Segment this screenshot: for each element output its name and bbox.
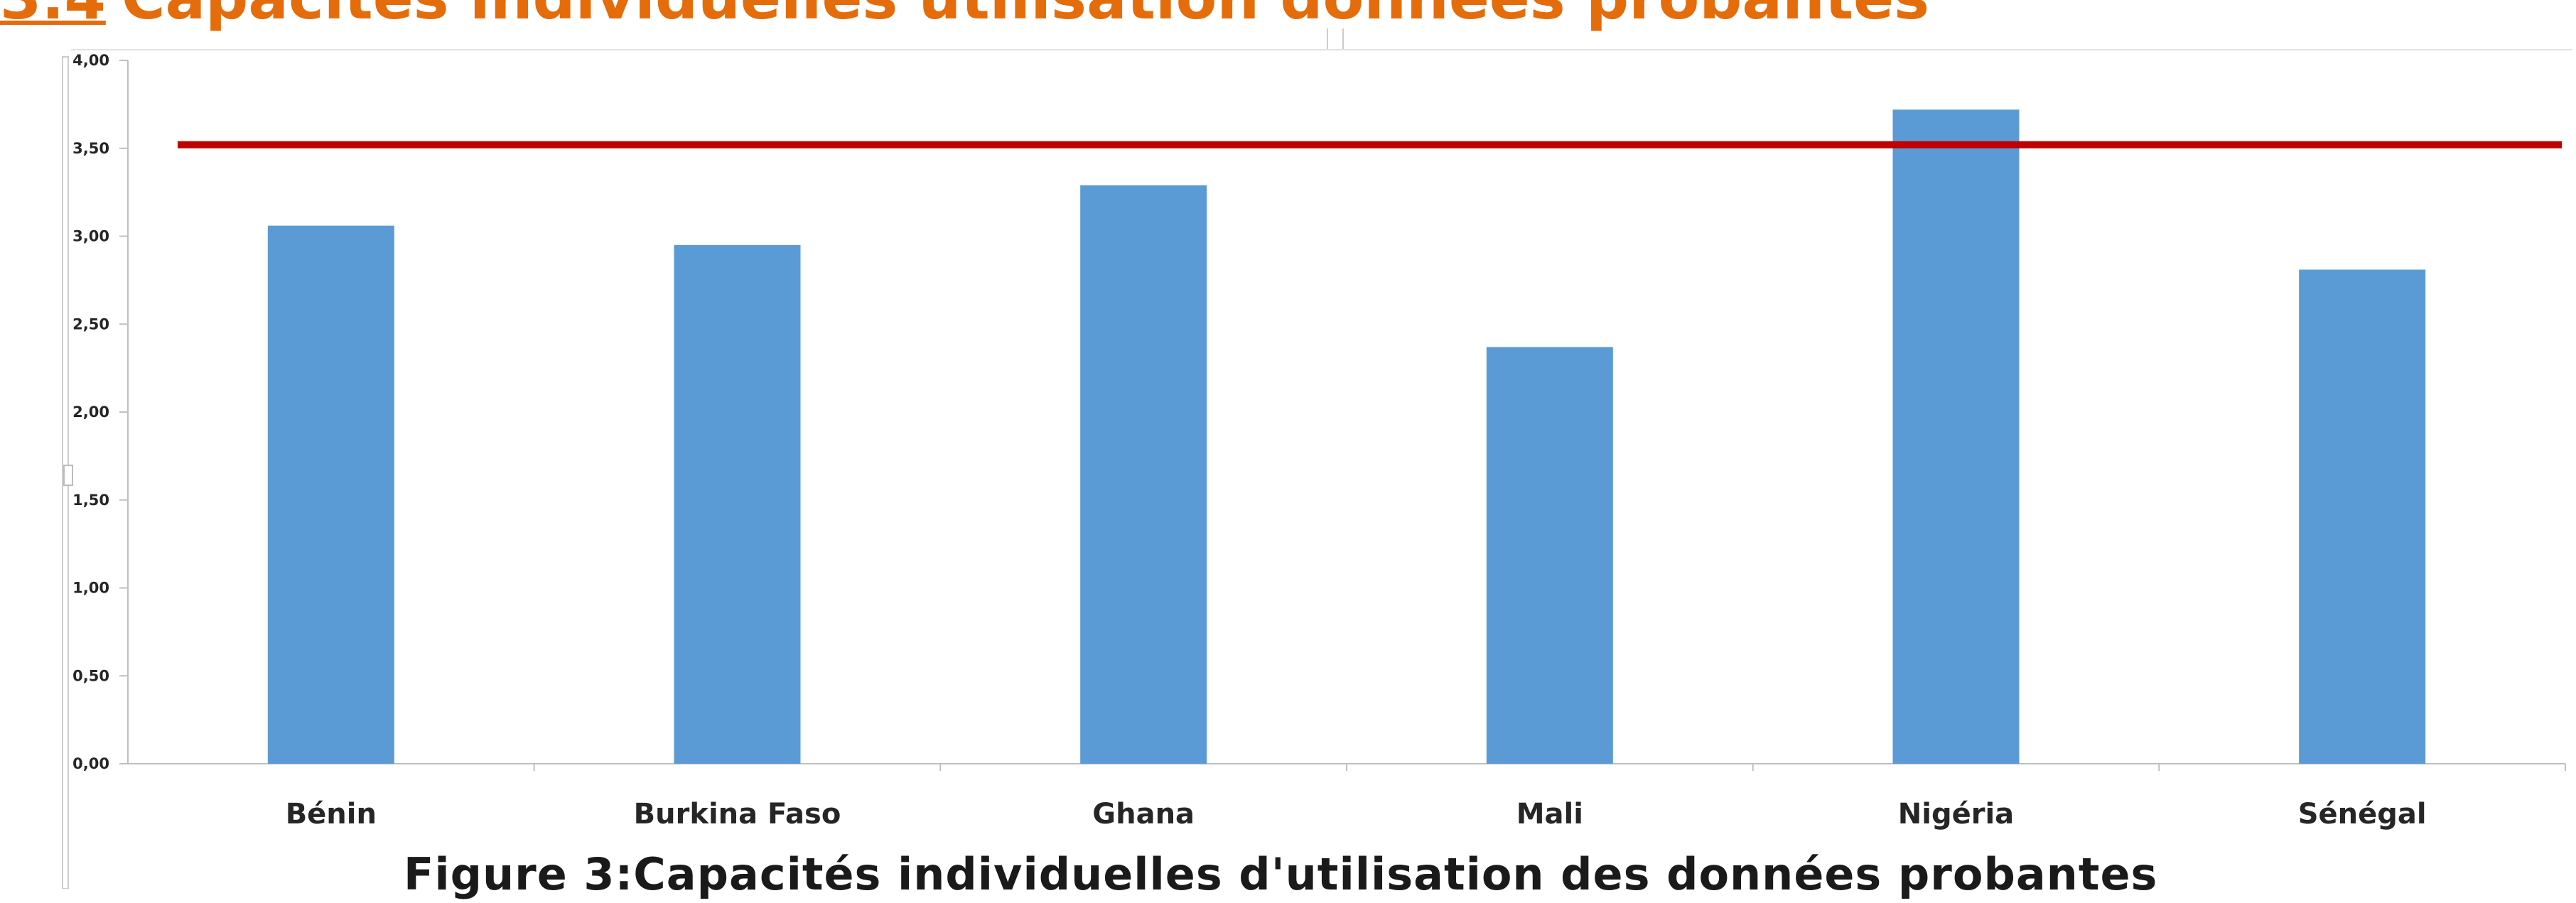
x-tick-label: Bénin — [286, 798, 377, 831]
axis-layer: 0,00 0,50 1,00 1,50 2,00 2,50 3,00 3,50 4,00 — [72, 52, 2566, 772]
y-tick-label: 0,00 — [72, 755, 109, 772]
heading-title: Capacités individuelles utilisation donn… — [122, 0, 1929, 33]
y-tick-label: 2,50 — [72, 315, 109, 332]
page-heading: 3.4 Capacités individuelles utilisation d… — [0, 0, 2576, 30]
bars — [267, 109, 2426, 764]
y-tick-label: 3,50 — [72, 140, 109, 157]
y-tick-label: 0,50 — [72, 667, 109, 684]
x-tick-label: Sénégal — [2298, 798, 2427, 831]
y-tick-label: 4,00 — [72, 52, 109, 69]
x-tick-label: Nigéria — [1898, 798, 2014, 831]
x-tick-label: Mali — [1516, 798, 1583, 831]
x-tick-label: Ghana — [1092, 798, 1195, 831]
chart-resize-handle — [63, 465, 73, 486]
bar-3 — [1486, 347, 1613, 764]
figure-caption: Figure 3:Capacités individuelles d'utili… — [404, 848, 2158, 900]
bar-1 — [674, 244, 801, 764]
chart-top-handle — [1327, 28, 1344, 50]
heading-section-number: 3.4 — [0, 0, 106, 33]
bar-2 — [1080, 185, 1207, 764]
bar-0 — [267, 225, 394, 764]
x-tick-label: Burkina Faso — [634, 798, 841, 831]
y-tick-label: 1,50 — [72, 492, 109, 509]
category-labels: Bénin Burkina Faso Ghana Mali Nigéria Sénégal — [286, 798, 2427, 831]
y-tick-label: 2,00 — [72, 404, 109, 421]
y-tick-label: 1,00 — [72, 580, 109, 597]
y-tick-label: 3,00 — [72, 228, 109, 245]
bar-4 — [1892, 109, 2020, 764]
bar-5 — [2299, 269, 2426, 764]
